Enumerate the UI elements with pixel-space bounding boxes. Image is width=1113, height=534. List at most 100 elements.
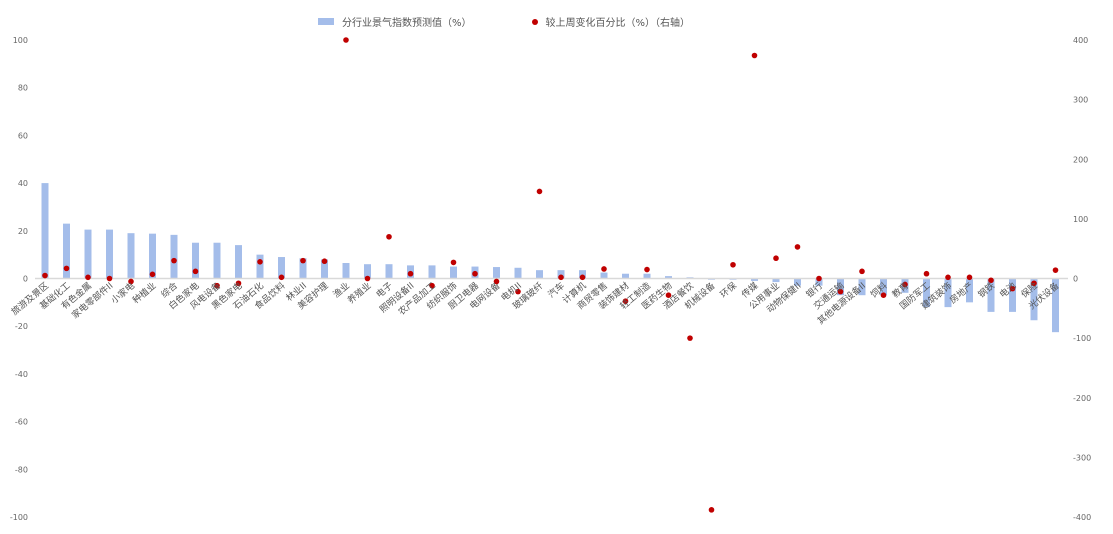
dot (300, 257, 306, 264)
left-tick-label: -40 (15, 370, 28, 379)
dot (837, 288, 844, 295)
dot (128, 278, 134, 285)
dot (665, 292, 672, 298)
right-tick-label: 0 (1073, 275, 1078, 284)
bar (622, 273, 629, 279)
dot (407, 270, 414, 277)
bar (213, 242, 221, 279)
dot (450, 259, 457, 266)
bar (880, 278, 887, 296)
bar (493, 267, 500, 279)
bar (149, 233, 156, 279)
bar (1030, 278, 1038, 321)
dot (751, 52, 758, 59)
dot (579, 274, 586, 281)
left-tick-label: 0 (23, 275, 28, 284)
dot (945, 274, 951, 281)
dot (429, 282, 435, 289)
dot (364, 275, 371, 282)
left-tick-label: 20 (18, 227, 28, 236)
dot (558, 274, 564, 281)
bar (557, 270, 565, 279)
bar (643, 273, 651, 279)
dot (257, 259, 263, 265)
dot (687, 335, 693, 341)
bar (278, 257, 285, 279)
dot (85, 274, 91, 281)
left-tick-label: 60 (18, 131, 28, 140)
bar (84, 229, 92, 279)
bar (600, 272, 608, 279)
right-tick-label: -400 (1073, 513, 1091, 522)
dot (321, 258, 328, 265)
dot (902, 281, 908, 288)
bar (170, 234, 178, 279)
bar (385, 264, 393, 279)
dot (966, 274, 973, 281)
right-tick-label: 300 (1073, 96, 1088, 105)
right-tick-label: -100 (1073, 334, 1091, 343)
dot (171, 257, 177, 264)
bar (794, 278, 801, 286)
bar (106, 229, 113, 279)
right-tick-label: -300 (1073, 453, 1091, 462)
dot (622, 298, 629, 304)
dot (773, 255, 779, 262)
category-label: 养殖业 (345, 280, 373, 307)
dot (192, 268, 199, 275)
bar (1009, 278, 1016, 312)
bar (579, 270, 586, 279)
legend-dot-swatch (531, 18, 538, 25)
dot (386, 233, 392, 240)
bar (1052, 278, 1059, 333)
bar (63, 223, 70, 279)
left-tick-label: 40 (18, 179, 28, 188)
legend-bar-swatch (318, 18, 334, 25)
bar (235, 245, 242, 279)
bar (987, 278, 995, 312)
dot (149, 271, 156, 278)
dot (1052, 267, 1059, 273)
bar (772, 278, 780, 283)
right-tick-label: -200 (1073, 394, 1091, 403)
bar (815, 278, 823, 286)
bar (41, 183, 49, 279)
dot (214, 282, 220, 289)
dot (923, 270, 930, 277)
bar (514, 267, 522, 279)
bar (321, 259, 328, 279)
dot (880, 292, 887, 298)
bar (944, 278, 952, 308)
bar (342, 262, 350, 279)
category-label: 种植业 (130, 280, 158, 307)
bar (966, 278, 973, 303)
dot (472, 270, 478, 277)
dot (708, 507, 715, 513)
bar (536, 270, 543, 279)
left-tick-label: 100 (13, 36, 28, 45)
bar (923, 278, 930, 308)
legend-item-dot: 较上周变化百分比（%）（右轴） (531, 14, 691, 29)
left-tick-label: -100 (10, 513, 28, 522)
dot (536, 188, 543, 195)
category-label: 环保 (717, 280, 739, 301)
legend-bar-label: 分行业景气指数预测值（%） (342, 18, 472, 29)
dot (644, 266, 650, 273)
dot (601, 266, 607, 272)
dot (63, 265, 70, 272)
right-tick-label: 400 (1073, 36, 1088, 45)
dot (988, 277, 994, 284)
dot (794, 244, 801, 250)
bar (428, 265, 436, 279)
dot (859, 268, 865, 275)
left-tick-label: -60 (15, 418, 28, 427)
dot (106, 275, 113, 282)
legend-dot-label: 较上周变化百分比（%）（右轴） (545, 18, 691, 29)
left-tick-label: -80 (15, 465, 28, 474)
dot (1031, 280, 1037, 287)
bar (751, 278, 758, 281)
legend: 分行业景气指数预测值（%） 较上周变化百分比（%）（右轴） (318, 14, 690, 29)
left-tick-label: 80 (18, 84, 28, 93)
bar (837, 278, 844, 296)
